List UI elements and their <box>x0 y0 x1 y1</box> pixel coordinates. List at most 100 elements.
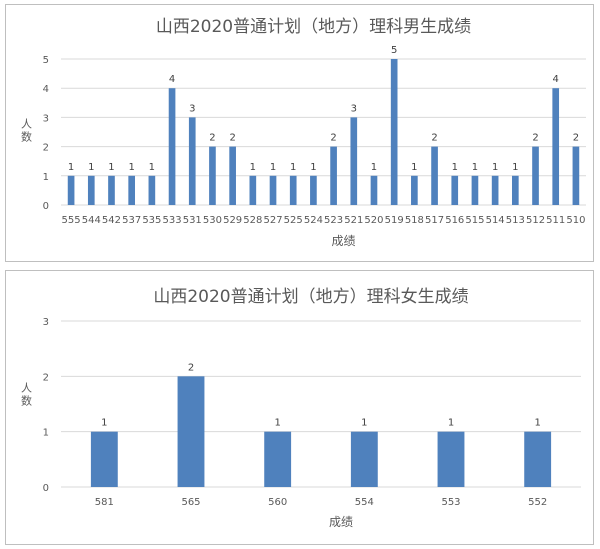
data-label: 1 <box>101 418 107 429</box>
x-tick-label: 553 <box>441 497 460 508</box>
data-label: 5 <box>391 45 397 56</box>
data-label: 1 <box>452 162 458 173</box>
x-tick-label: 565 <box>181 497 200 508</box>
bar <box>370 175 378 205</box>
x-tick-label: 510 <box>566 215 585 226</box>
data-label: 1 <box>492 162 498 173</box>
data-label: 1 <box>270 162 276 173</box>
x-tick-label: 544 <box>82 215 101 226</box>
data-label: 3 <box>189 103 195 114</box>
x-tick-label: 513 <box>506 215 525 226</box>
x-tick-label: 542 <box>102 215 121 226</box>
y-axis-label: 人数 <box>20 382 33 408</box>
chart-male-panel: 山西2020普通计划（地方）理科男生成绩 0 1 2 3 4 5 人数 成绩 1 555 1 544 1 5… <box>5 4 594 262</box>
data-label: 1 <box>534 418 540 429</box>
x-tick-label: 518 <box>405 215 424 226</box>
data-label: 1 <box>361 418 367 429</box>
bar <box>471 175 479 205</box>
data-label: 1 <box>472 162 478 173</box>
bar <box>128 175 136 205</box>
data-label: 2 <box>532 133 538 144</box>
bar <box>289 175 297 205</box>
bar <box>209 146 216 205</box>
bar <box>350 431 378 487</box>
y-tick-label: 5 <box>43 55 49 66</box>
x-tick-label: 512 <box>526 215 545 226</box>
data-label: 1 <box>411 162 417 173</box>
x-tick-label: 531 <box>183 215 202 226</box>
x-tick-label: 537 <box>122 215 141 226</box>
y-tick-label: 0 <box>43 201 49 212</box>
x-tick-label: 517 <box>425 215 444 226</box>
data-label: 2 <box>330 133 336 144</box>
data-label: 2 <box>188 362 194 373</box>
x-axis-label: 成绩 <box>331 234 355 248</box>
x-tick-label: 520 <box>364 215 383 226</box>
bar <box>390 59 398 205</box>
x-tick-label: 514 <box>486 215 505 226</box>
bar <box>87 175 95 205</box>
data-label: 1 <box>290 162 296 173</box>
bar <box>524 431 552 487</box>
y-tick-label: 1 <box>43 172 49 183</box>
bar <box>350 117 358 205</box>
x-tick-label: 530 <box>203 215 222 226</box>
x-tick-label: 524 <box>304 215 323 226</box>
x-tick-label: 560 <box>268 497 287 508</box>
data-label: 1 <box>68 162 74 173</box>
x-tick-label: 521 <box>344 215 363 226</box>
x-tick-label: 519 <box>385 215 404 226</box>
data-label: 1 <box>310 162 316 173</box>
x-tick-label: 535 <box>142 215 161 226</box>
data-label: 4 <box>553 74 559 85</box>
x-tick-label: 552 <box>528 497 547 508</box>
data-label: 2 <box>209 133 215 144</box>
data-label: 2 <box>573 133 579 144</box>
x-tick-label: 555 <box>62 215 81 226</box>
y-tick-label: 3 <box>43 317 49 328</box>
bar <box>451 175 459 205</box>
bar <box>177 376 205 487</box>
x-tick-label: 529 <box>223 215 242 226</box>
bar <box>491 175 499 205</box>
x-tick-label: 511 <box>546 215 565 226</box>
x-axis-label: 成绩 <box>329 515 353 529</box>
x-tick-label: 516 <box>445 215 464 226</box>
x-tick-label: 533 <box>163 215 182 226</box>
bar <box>411 175 418 205</box>
bar <box>437 431 465 487</box>
bar <box>148 175 156 205</box>
y-tick-label: 2 <box>43 143 49 154</box>
bar <box>67 175 75 205</box>
data-label: 1 <box>448 418 454 429</box>
chart-female-panel: 山西2020普通计划（地方）理科女生成绩 0 1 2 3 人数 成绩 1 581 2 565 1 560… <box>5 270 594 545</box>
data-label: 2 <box>431 133 437 144</box>
bar <box>431 146 438 205</box>
data-label: 1 <box>128 162 134 173</box>
y-tick-label: 3 <box>43 113 49 124</box>
x-tick-label: 525 <box>284 215 303 226</box>
data-label: 4 <box>169 74 175 85</box>
data-label: 1 <box>108 162 114 173</box>
data-label: 1 <box>512 162 518 173</box>
y-tick-label: 1 <box>43 428 49 439</box>
data-label: 1 <box>274 418 280 429</box>
chart-title: 山西2020普通计划（地方）理科女生成绩 <box>153 287 468 307</box>
y-tick-label: 0 <box>43 483 49 494</box>
x-tick-label: 523 <box>324 215 343 226</box>
x-tick-label: 528 <box>243 215 262 226</box>
y-tick-label: 4 <box>43 84 49 95</box>
bar <box>90 431 118 487</box>
bar <box>108 175 115 205</box>
bar <box>229 146 236 205</box>
bar <box>572 146 580 205</box>
y-axis-label: 人数 <box>20 118 33 144</box>
bar <box>188 117 196 205</box>
x-tick-label: 581 <box>95 497 114 508</box>
data-label: 1 <box>250 162 256 173</box>
chart-title: 山西2020普通计划（地方）理科男生成绩 <box>156 17 471 37</box>
chart-male: 山西2020普通计划（地方）理科男生成绩012345人数成绩1555154415… <box>20 17 586 248</box>
bar <box>249 175 257 205</box>
bar <box>511 175 519 205</box>
